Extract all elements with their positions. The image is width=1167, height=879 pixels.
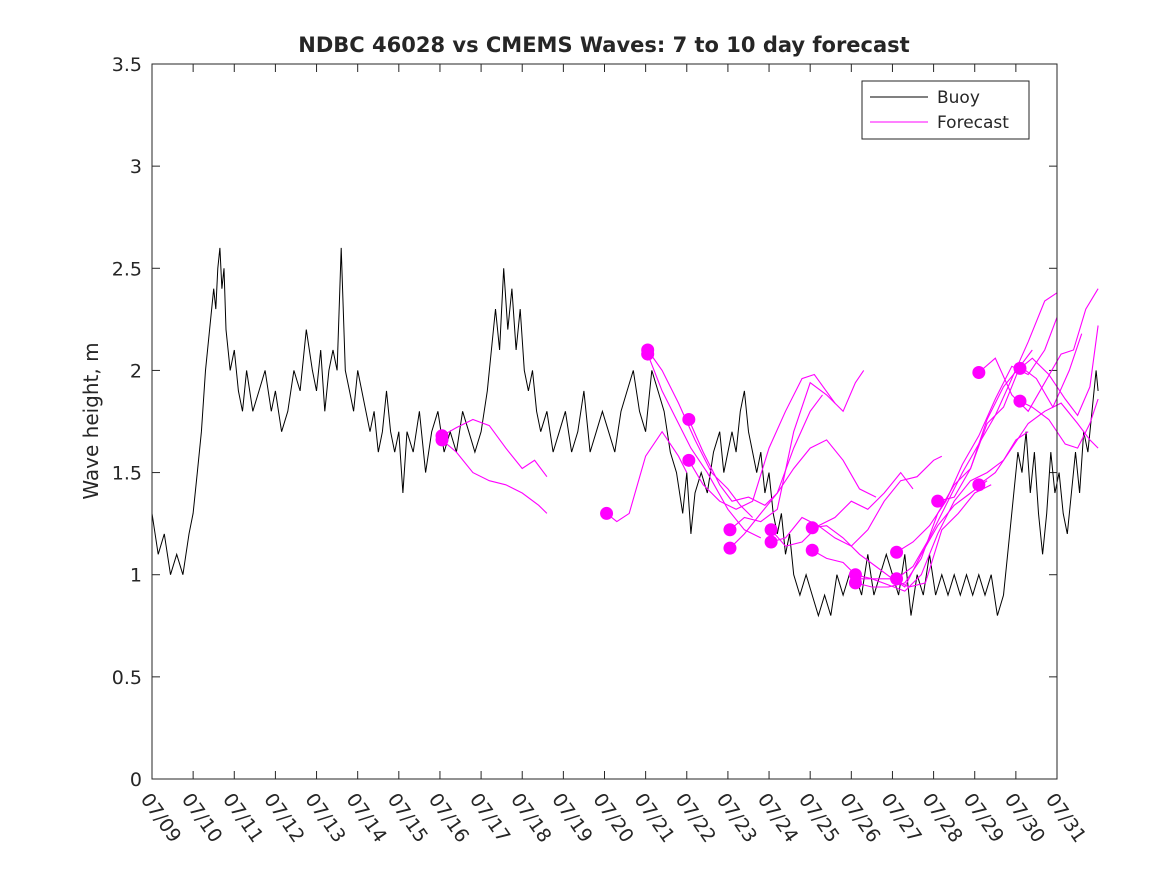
- chart-title: NDBC 46028 vs CMEMS Waves: 7 to 10 day f…: [298, 33, 909, 57]
- forecast-start-marker: [805, 521, 819, 535]
- forecast-series-line: [688, 394, 823, 506]
- forecast-start-marker: [1013, 394, 1027, 408]
- y-tick-label: 3.5: [112, 54, 142, 76]
- y-tick-label: 3: [130, 156, 142, 178]
- forecast-start-marker: [972, 478, 986, 492]
- forecast-start-marker: [972, 365, 986, 379]
- forecast-start-marker: [723, 541, 737, 555]
- forecast-series-line: [441, 439, 548, 514]
- axis-ticks: [151, 63, 1058, 780]
- forecast-series-line: [647, 349, 753, 518]
- forecast-series-line: [1019, 398, 1099, 449]
- y-axis-label: Wave height, m: [79, 342, 103, 499]
- forecast-series-line: [937, 333, 1083, 502]
- buoy-series-line: [151, 247, 1099, 618]
- forecast-start-marker: [890, 572, 904, 586]
- forecast-start-marker: [435, 433, 449, 447]
- y-tick-label: 0.5: [112, 667, 142, 689]
- forecast-start-marker: [600, 506, 614, 520]
- legend[interactable]: Buoy Forecast: [861, 80, 1030, 140]
- forecast-series-line: [896, 317, 1058, 553]
- legend-label-forecast: Forecast: [937, 113, 1009, 133]
- forecast-series-line: [770, 471, 914, 547]
- forecast-start-marker: [848, 576, 862, 590]
- legend-label-buoy: Buoy: [937, 88, 980, 108]
- forecast-start-marker: [931, 494, 945, 508]
- forecast-start-marker: [682, 412, 696, 426]
- legend-box: [861, 80, 1030, 140]
- plot-area: [151, 247, 1099, 618]
- forecast-series-line: [729, 370, 865, 531]
- y-tick-label: 2.5: [112, 258, 142, 280]
- forecast-series-line: [1019, 325, 1099, 417]
- forecast-series-line: [647, 353, 762, 539]
- y-tick-label: 1.5: [112, 463, 142, 485]
- forecast-start-marker: [805, 543, 819, 557]
- forecast-series-line: [978, 288, 1099, 413]
- forecast-start-marker: [723, 523, 737, 537]
- forecast-start-marker: [890, 545, 904, 559]
- forecast-start-marker: [764, 523, 778, 537]
- forecast-series-line: [441, 418, 548, 478]
- forecast-start-marker: [682, 453, 696, 467]
- y-tick-label: 0: [130, 769, 142, 791]
- y-tick-label: 2: [130, 360, 142, 382]
- y-axis-tick-labels: 0 0.5 1 1.5 2 2.5 3 3.5: [112, 54, 142, 791]
- forecast-start-marker: [641, 347, 655, 361]
- forecast-series-line: [729, 439, 877, 549]
- forecast-start-marker: [1013, 361, 1027, 375]
- forecast-series-line: [770, 455, 943, 547]
- forecast-series-line: [688, 373, 836, 510]
- forecast-series-line: [606, 430, 688, 523]
- axes-frame: [151, 63, 1058, 780]
- forecast-series-line: [978, 402, 1099, 486]
- forecast-start-marker: [764, 535, 778, 549]
- y-tick-label: 1: [130, 565, 142, 587]
